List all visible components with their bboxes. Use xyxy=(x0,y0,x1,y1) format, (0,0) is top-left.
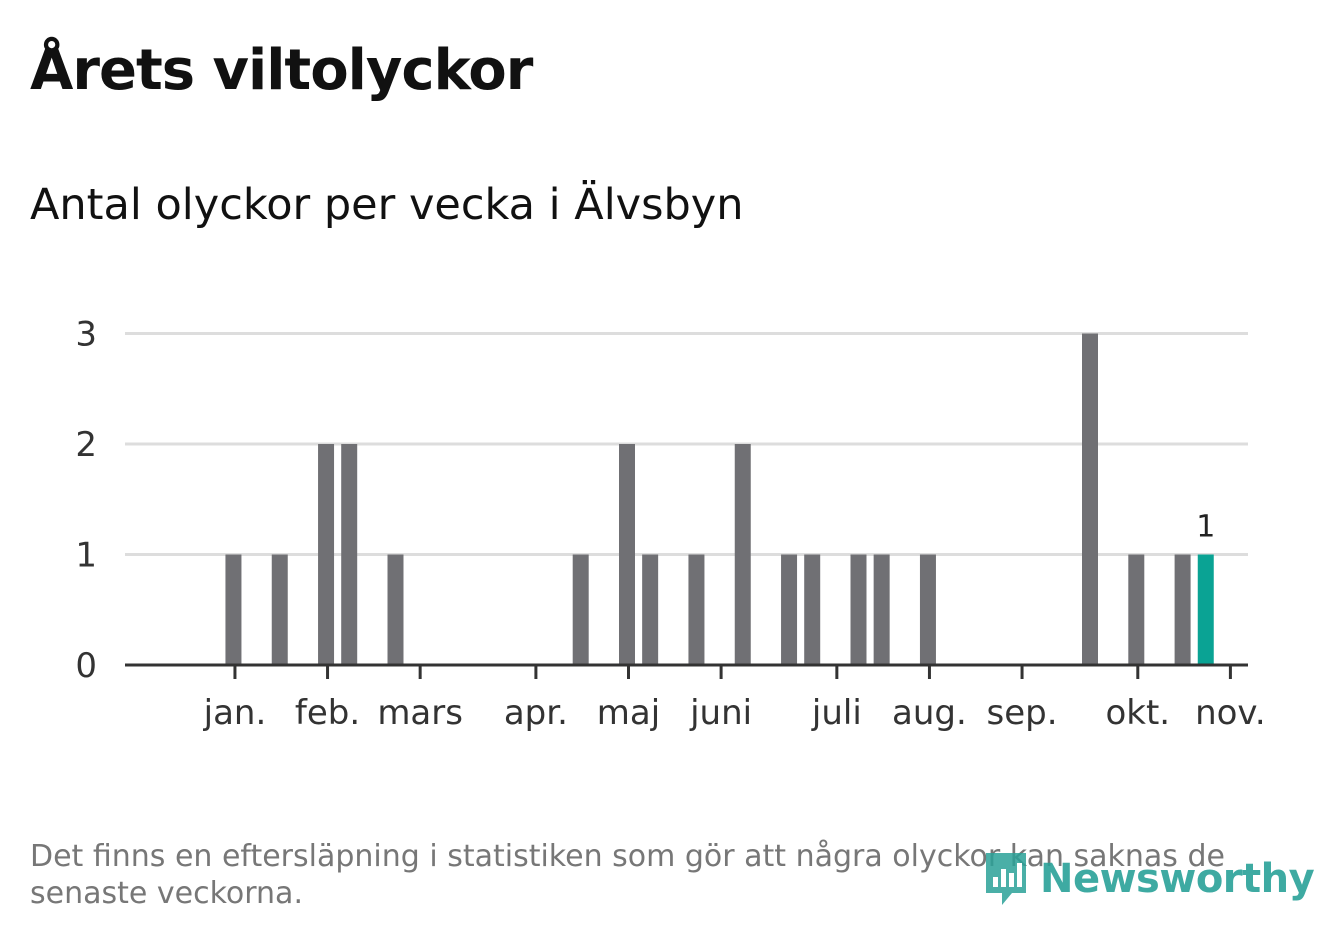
x-tick-label: sep. xyxy=(987,693,1058,733)
bars xyxy=(225,333,1214,665)
x-tick-label: mars xyxy=(377,693,463,733)
bar xyxy=(804,554,821,665)
x-tick-label: feb. xyxy=(295,693,360,733)
y-tick-label: 1 xyxy=(75,536,97,576)
bar xyxy=(1082,333,1098,665)
newsworthy-logo: Newsworthy xyxy=(982,848,1315,910)
bar xyxy=(1128,554,1145,665)
x-tick-label: nov. xyxy=(1195,693,1266,733)
bar xyxy=(873,554,890,665)
x-tick-label: juni xyxy=(689,693,752,733)
bar xyxy=(341,444,358,665)
x-tick-label: juli xyxy=(811,693,862,733)
x-tick-label: aug. xyxy=(892,693,967,733)
x-tick-label: maj xyxy=(597,693,660,733)
x-tick-label: jan. xyxy=(203,693,267,733)
bar-highlight xyxy=(1197,554,1214,665)
y-tick-label: 0 xyxy=(75,646,97,686)
tick-labels: 0 1 2 3 1 jan. feb. mars apr. maj juni juli aug. sep.… xyxy=(75,315,1265,734)
bar xyxy=(734,444,751,665)
bar xyxy=(781,554,798,665)
x-tick-label: apr. xyxy=(504,693,568,733)
bar xyxy=(619,444,635,665)
axes xyxy=(125,663,1248,679)
bar xyxy=(225,554,242,665)
x-tick-label: okt. xyxy=(1105,693,1170,733)
bar xyxy=(387,554,404,665)
bar xyxy=(572,554,589,665)
bar xyxy=(688,554,705,665)
gridlines xyxy=(125,332,1248,556)
bar xyxy=(642,554,659,665)
y-tick-label: 2 xyxy=(75,425,97,465)
chart-subtitle: Antal olyckor per vecka i Älvsbyn xyxy=(30,180,744,230)
bar xyxy=(318,444,335,665)
bar xyxy=(850,554,867,665)
y-tick-label: 3 xyxy=(75,315,97,355)
logo-text: Newsworthy xyxy=(1040,856,1315,902)
chart-logo-icon xyxy=(982,849,1030,909)
data-label: 1 xyxy=(1196,510,1215,545)
bar xyxy=(271,554,288,665)
bar xyxy=(1174,554,1191,665)
chart-title: Årets viltolyckor xyxy=(30,38,533,103)
bar xyxy=(919,554,936,665)
